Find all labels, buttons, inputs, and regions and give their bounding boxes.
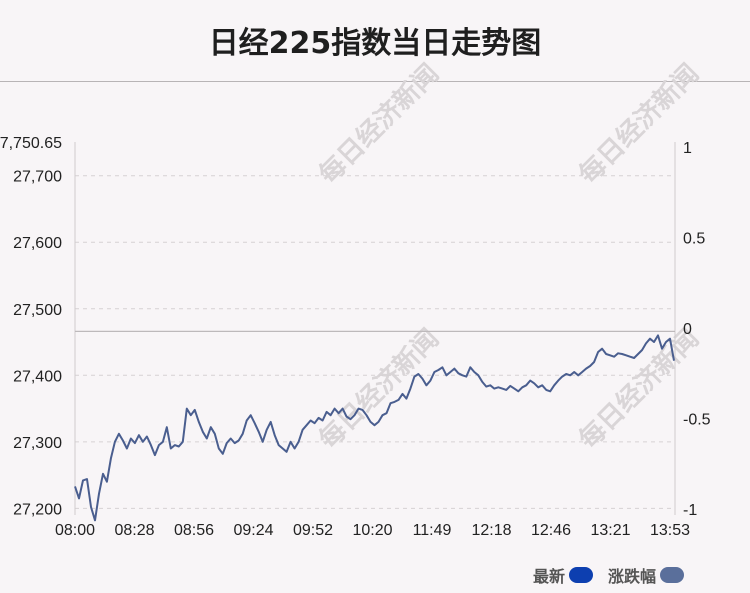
x-tick-label: 09:52	[293, 522, 333, 539]
x-tick-label: 08:28	[114, 522, 154, 539]
x-tick-label: 10:20	[352, 522, 392, 539]
y-left-tick-label: 27,750.65	[0, 135, 62, 152]
x-tick-label: 12:46	[531, 522, 571, 539]
chart-title: 日经225指数当日走势图	[208, 26, 542, 61]
y-right-tick-label: 0.5	[683, 231, 705, 248]
y-left-tick-labels: 27,750.65 27,700 27,600 27,500 27,400 27,300 2…	[0, 135, 62, 518]
series-layer	[74, 334, 675, 522]
y-left-tick-label: 27,400	[13, 368, 62, 385]
watermark-text: 每日经济新闻	[313, 58, 445, 190]
y-left-tick-label: 27,300	[13, 435, 62, 452]
legend-label-latest: 最新	[533, 567, 566, 586]
y-left-tick-label: 27,600	[13, 235, 62, 252]
legend-item-change[interactable]: 涨跌幅	[608, 563, 685, 587]
x-tick-label: 08:56	[174, 522, 214, 539]
y-right-tick-label: 0	[683, 321, 692, 338]
x-tick-label: 13:21	[590, 522, 630, 539]
title-divider	[0, 81, 750, 82]
y-left-tick-label: 27,200	[13, 501, 62, 518]
y-right-tick-label: 1	[683, 140, 692, 157]
y-right-tick-labels: 1 0.5 0 -0.5 -1	[683, 140, 711, 519]
axes	[74, 142, 676, 515]
y-right-tick-label: -0.5	[683, 412, 711, 429]
y-left-tick-label: 27,500	[13, 302, 62, 319]
x-tick-labels: 08:00 08:28 08:56 09:24 09:52 10:20 11:49 12:18…	[55, 522, 690, 539]
x-tick-label: 11:49	[413, 522, 452, 539]
x-tick-label: 13:53	[650, 522, 690, 539]
watermark-text: 每日经济新闻	[573, 58, 705, 190]
watermark-text: 每日经济新闻	[313, 323, 445, 455]
x-tick-label: 08:00	[55, 522, 95, 539]
x-tick-label: 12:18	[471, 522, 511, 539]
y-left-tick-label: 27,700	[13, 169, 62, 186]
grid-lines	[75, 175, 675, 509]
legend-label-change: 涨跌幅	[608, 567, 657, 586]
watermark-text: 每日经济新闻	[573, 323, 705, 455]
legend-swatch-latest	[569, 567, 594, 583]
legend-swatch-change	[660, 567, 685, 583]
x-tick-label: 09:24	[233, 522, 273, 539]
legend-item-latest[interactable]: 最新	[533, 563, 594, 587]
series-line-latest	[74, 334, 675, 522]
y-right-tick-label: -1	[683, 502, 697, 519]
